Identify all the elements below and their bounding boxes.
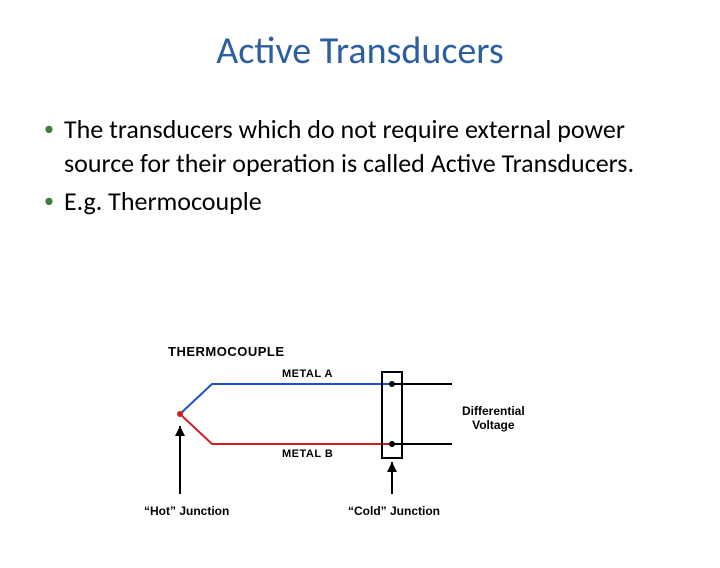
bullet-text: E.g. Thermocouple [64,184,680,218]
thermocouple-diagram: THERMOCOUPLE METAL A METAL B Differentia… [152,344,582,534]
list-item: • The transducers which do not require e… [40,112,680,180]
page-title: Active Transducers [0,28,720,74]
bullet-text: The transducers which do not require ext… [64,112,680,180]
bullet-icon: • [44,184,54,218]
bullet-icon: • [44,112,54,146]
bullet-list: • The transducers which do not require e… [40,112,680,218]
thermocouple-svg [152,344,582,534]
list-item: • E.g. Thermocouple [40,184,680,218]
